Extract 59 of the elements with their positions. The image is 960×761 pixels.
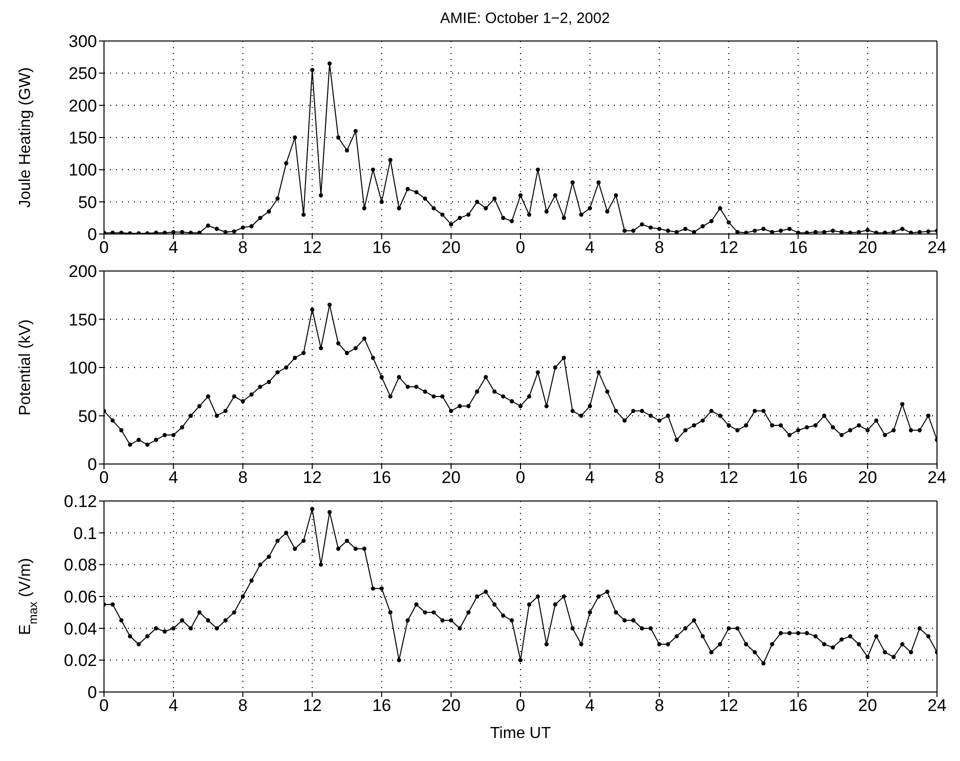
x-tick-label: 16 [788, 696, 808, 716]
x-tick-label: 20 [442, 468, 461, 488]
x-tick-label: 16 [788, 238, 808, 258]
x-tick-label: 0 [516, 238, 526, 258]
y-axis-title: Joule Heating (GW) [17, 67, 34, 208]
y-tick-label: 50 [78, 192, 97, 212]
x-tick-label: 12 [302, 696, 322, 716]
x-tick-label: 0 [516, 696, 526, 716]
y-tick-label: 250 [68, 64, 97, 84]
x-tick-label: 12 [302, 238, 322, 258]
y-tick-label: 0 [88, 225, 97, 244]
x-axis-title: Time UT [490, 725, 552, 742]
x-tick-label: 8 [238, 238, 248, 258]
x-tick-label: 8 [654, 696, 664, 716]
x-tick-label: 4 [168, 696, 178, 716]
y-tick-label: 0 [88, 683, 97, 702]
x-tick-label: 20 [858, 468, 878, 488]
y-tick-label: 0.1 [73, 524, 97, 543]
x-tick-label: 8 [654, 468, 664, 488]
x-tick-label: 16 [372, 238, 392, 258]
y-tick-label: 0.04 [64, 619, 97, 638]
y-axis-title: Potential (kV) [17, 319, 34, 416]
chart-title: AMIE: October 1−2, 2002 [439, 9, 611, 29]
x-tick-label: 24 [928, 238, 946, 258]
x-tick-label: 4 [168, 468, 178, 488]
x-tick-label: 4 [585, 238, 595, 258]
y-tick-label: 100 [68, 358, 97, 378]
x-tick-label: 24 [928, 468, 946, 488]
x-tick-label: 12 [719, 696, 738, 716]
x-tick-label: 12 [719, 238, 738, 258]
x-tick-label: 12 [719, 468, 738, 488]
x-tick-label: 12 [302, 468, 322, 488]
y-tick-label: 0 [88, 455, 97, 474]
x-tick-label: 8 [238, 468, 248, 488]
x-tick-label: 16 [372, 696, 392, 716]
x-tick-label: 24 [928, 696, 946, 716]
x-tick-label: 20 [858, 696, 878, 716]
x-tick-label: 20 [442, 238, 461, 258]
x-tick-label: 4 [585, 468, 595, 488]
y-tick-label: 100 [68, 160, 97, 180]
y-tick-label: 0.08 [64, 556, 97, 575]
x-tick-label: 8 [654, 238, 664, 258]
x-tick-label: 16 [788, 468, 808, 488]
x-tick-label: 4 [585, 696, 595, 716]
y-tick-label: 300 [68, 32, 97, 52]
x-tick-label: 4 [168, 238, 178, 258]
y-tick-label: 0.06 [64, 588, 97, 607]
y-tick-label: 50 [78, 406, 97, 426]
y-tick-label: 0.02 [64, 651, 97, 670]
y-tick-label: 200 [68, 96, 97, 116]
x-tick-label: 16 [372, 468, 392, 488]
y-tick-label: 200 [68, 262, 97, 282]
x-tick-label: 20 [858, 238, 878, 258]
x-tick-label: 20 [442, 696, 461, 716]
y-tick-label: 150 [68, 128, 97, 148]
x-tick-label: 8 [238, 696, 248, 716]
y-tick-label: 0.12 [64, 492, 97, 512]
y-tick-label: 150 [68, 310, 97, 330]
x-tick-label: 0 [516, 468, 526, 488]
